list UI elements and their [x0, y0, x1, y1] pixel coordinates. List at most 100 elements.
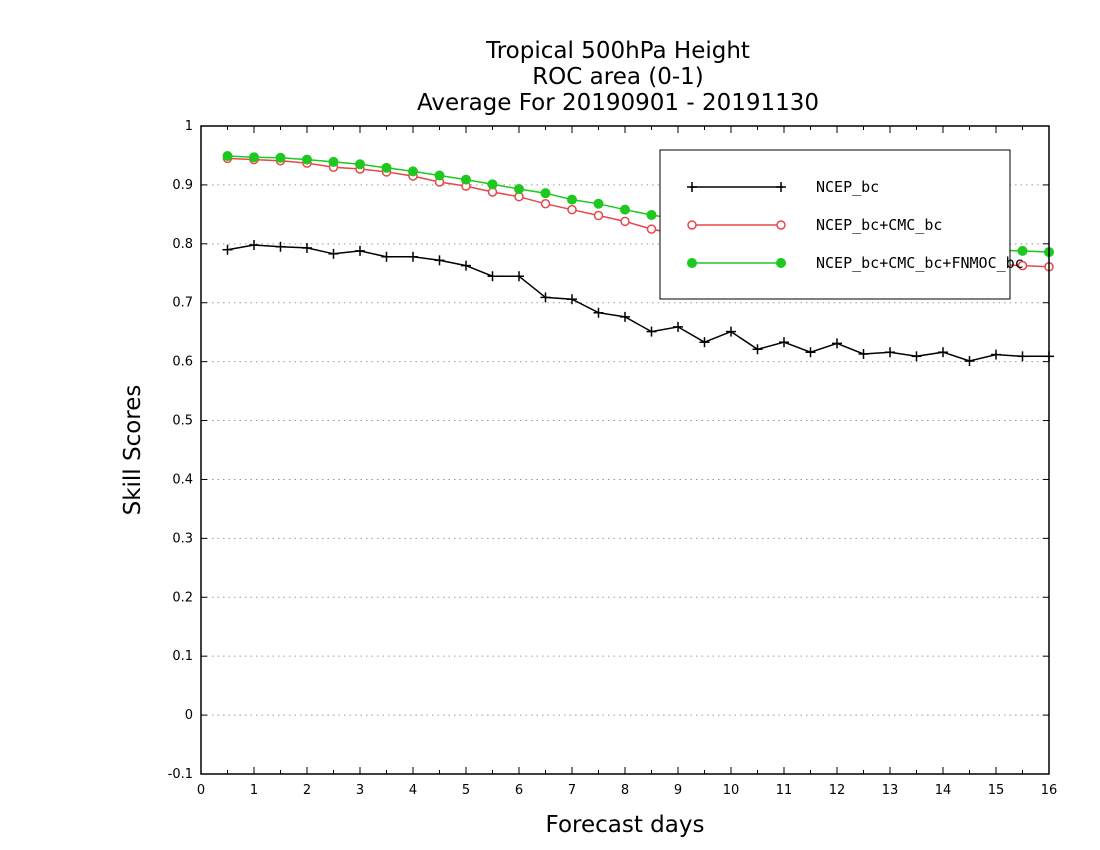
data-point [567, 204, 577, 215]
data-point [302, 242, 312, 253]
data-point [540, 199, 551, 209]
data-point [328, 156, 339, 167]
data-point [593, 210, 604, 221]
x-tick-label: 16 [1041, 783, 1058, 798]
y-tick-label: 0.6 [172, 355, 193, 370]
data-point [646, 224, 657, 234]
data-point [514, 271, 524, 282]
y-tick-label: 0.8 [172, 237, 193, 252]
legend-item: NCEP_bc+CMC_bc+FNMOC_bc [687, 254, 1024, 272]
data-point [540, 292, 551, 303]
x-tick-label: 10 [723, 783, 740, 798]
legend-marker [776, 220, 786, 230]
y-axis-ticks: -0.1 0 0.1 0.2 0.3 0.4 0.5 0.6 0.7 0.8 0.9 1 [168, 119, 1049, 782]
x-axis-label: Forecast days [546, 812, 705, 838]
data-point [381, 162, 392, 173]
y-tick-label: 0.1 [172, 649, 193, 664]
data-point [514, 184, 524, 195]
data-point [885, 347, 895, 358]
y-tick-label: 1 [185, 119, 193, 134]
y-tick-label: 0.5 [172, 414, 193, 429]
legend-marker [776, 182, 786, 192]
legend-marker [776, 258, 786, 268]
x-tick-label: 6 [515, 783, 523, 798]
data-point [222, 151, 233, 162]
legend-label: NCEP_bc [816, 178, 879, 196]
data-point [752, 344, 763, 355]
data-point [302, 154, 312, 165]
legend: NCEP_bc NCEP_bc+CMC_bc NCEP_bc+CMC_bc+FNMO… [659, 149, 1024, 300]
data-point [726, 326, 736, 337]
data-point [593, 198, 604, 209]
x-tick-label: 14 [935, 783, 952, 798]
x-tick-label: 0 [197, 783, 205, 798]
data-point [832, 338, 842, 349]
data-point [461, 260, 471, 271]
data-point [646, 209, 657, 220]
data-point [779, 337, 789, 348]
legend-marker [687, 220, 697, 230]
legend-marker [687, 182, 697, 192]
data-point [911, 351, 922, 362]
x-tick-label: 13 [882, 783, 899, 798]
data-point [355, 245, 365, 256]
x-tick-label: 12 [829, 783, 846, 798]
x-tick-label: 4 [409, 783, 417, 798]
data-point [620, 204, 630, 215]
data-point [673, 321, 683, 332]
data-point [938, 347, 948, 358]
data-point [249, 152, 259, 163]
data-point [567, 294, 577, 305]
data-point [434, 255, 445, 266]
data-point [461, 174, 471, 185]
data-point [1017, 245, 1028, 256]
data-point [1017, 351, 1028, 362]
x-tick-label: 7 [568, 783, 576, 798]
x-tick-label: 5 [462, 783, 470, 798]
y-tick-label: 0.4 [172, 472, 193, 487]
data-point [408, 251, 418, 262]
y-tick-label: 0.3 [172, 531, 193, 546]
data-point [858, 348, 869, 359]
data-point [593, 307, 604, 318]
data-point [275, 152, 286, 163]
data-point [381, 251, 392, 262]
x-tick-label: 2 [303, 783, 311, 798]
grid-lines [201, 184, 1049, 716]
data-point [699, 337, 710, 348]
legend-label: NCEP_bc+CMC_bc+FNMOC_bc [816, 254, 1024, 272]
data-point [964, 356, 975, 367]
y-tick-label: 0.2 [172, 590, 193, 605]
data-point [991, 349, 1001, 360]
data-point [487, 271, 498, 282]
plot-frame [200, 125, 1050, 775]
y-tick-label: -0.1 [168, 767, 193, 782]
title-line-1: Tropical 500hPa Height [485, 38, 750, 64]
y-tick-label: 0.7 [172, 296, 193, 311]
x-tick-label: 9 [674, 783, 682, 798]
legend-item: NCEP_bc [687, 178, 879, 196]
legend-marker [687, 258, 697, 268]
data-point [408, 166, 418, 177]
x-tick-label: 8 [621, 783, 629, 798]
data-point [540, 188, 551, 199]
legend-label: NCEP_bc+CMC_bc [816, 216, 942, 234]
data-point [275, 241, 286, 252]
y-axis-label: Skill Scores [120, 385, 146, 516]
x-tick-label: 3 [356, 783, 364, 798]
data-point [620, 216, 630, 227]
data-point [249, 239, 259, 250]
data-point [328, 248, 339, 259]
data-point [620, 311, 630, 322]
data-point [567, 194, 577, 205]
title-line-3: Average For 20190901 - 20191130 [417, 90, 819, 116]
data-point [355, 159, 365, 170]
data-point [487, 179, 498, 190]
series-0 [222, 239, 1054, 367]
x-tick-label: 15 [988, 783, 1005, 798]
legend-item: NCEP_bc+CMC_bc [687, 216, 942, 234]
data-point [434, 170, 445, 181]
x-tick-label: 1 [250, 783, 258, 798]
